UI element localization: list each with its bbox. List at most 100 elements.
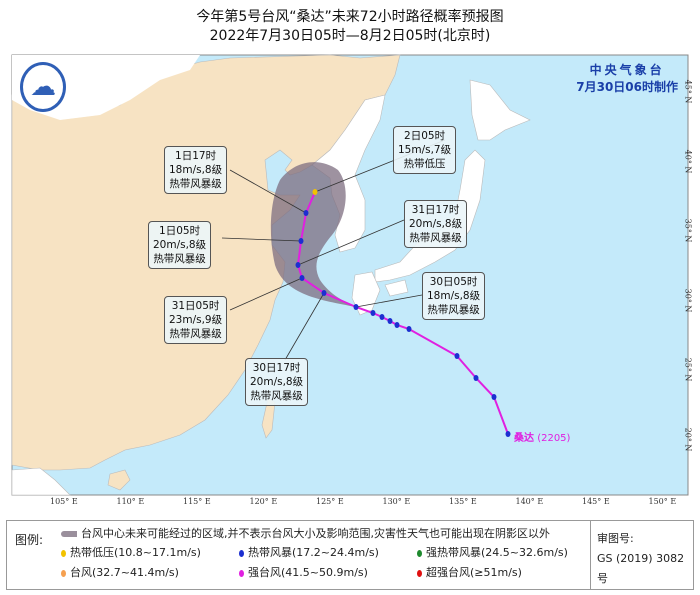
title-line1: 今年第5号台风“桑达”未来72小时路径概率预报图 xyxy=(196,9,504,25)
label-wind: 20m/s,8级 xyxy=(409,218,463,230)
legend: 图例: 台风中心未来可能经过的区域,并不表示台风大小及影响范围,灾害性天气也可能… xyxy=(6,520,694,590)
title-line2: 2022年7月30日05时—8月2日05时(北京时) xyxy=(209,28,491,44)
lat-tick-label: 45° N xyxy=(683,79,693,104)
ty-dot-icon xyxy=(61,569,66,577)
forecast-label: 30日17时 20m/s,8级 热带风暴级 xyxy=(245,358,309,406)
label-leader-line xyxy=(221,237,302,242)
track-point xyxy=(454,353,460,359)
label-wind: 15m/s,7级 xyxy=(398,144,452,156)
label-leader-line xyxy=(229,277,303,311)
label-leader-line xyxy=(229,169,307,214)
label-time: 1日05时 xyxy=(159,225,201,237)
agency-name: 中央气象台 xyxy=(589,63,665,77)
track-point xyxy=(298,238,304,244)
track-point xyxy=(321,290,327,296)
cone-swatch-icon xyxy=(61,531,77,537)
label-time: 30日17时 xyxy=(252,362,301,374)
lon-tick-label: 150° E xyxy=(648,497,677,506)
forecast-label: 1日17时 18m/s,8级 热带风暴级 xyxy=(164,146,228,194)
lon-tick-label: 125° E xyxy=(316,497,344,506)
lon-tick-label: 120° E xyxy=(249,497,278,506)
legend-item: 台风(32.7~41.4m/s) xyxy=(70,566,179,579)
lon-tick-label: 110° E xyxy=(116,497,145,506)
japan-shikoku xyxy=(384,279,409,297)
lat-tick-label: 35° N xyxy=(683,218,693,243)
legend-item: 强热带风暴(24.5~32.6m/s) xyxy=(426,546,568,559)
track-point xyxy=(387,318,393,324)
legend-cone-text: 台风中心未来可能经过的区域,并不表示台风大小及影响范围,灾害性天气也可能出现在阴… xyxy=(81,527,550,540)
japan-hokkaido xyxy=(469,79,531,141)
super-ty-dot-icon xyxy=(417,569,422,577)
label-time: 1日17时 xyxy=(175,150,217,162)
label-category: 热带风暴级 xyxy=(169,178,222,190)
cma-logo: ☁ xyxy=(20,62,66,112)
lat-tick-label: 40° N xyxy=(683,149,693,173)
lon-tick-label: 135° E xyxy=(449,497,477,506)
storm-name: 桑达 xyxy=(514,433,534,444)
label-category: 热带风暴级 xyxy=(427,304,480,316)
lat-tick-label: 20° N xyxy=(683,427,693,451)
legend-item: 强台风(41.5~50.9m/s) xyxy=(248,566,368,579)
sty-dot-icon xyxy=(239,569,244,577)
forecast-label: 30日05时 18m/s,8级 热带风暴级 xyxy=(422,272,486,320)
label-category: 热带风暴级 xyxy=(250,390,303,402)
label-wind: 20m/s,8级 xyxy=(250,376,304,388)
label-time: 31日17时 xyxy=(411,204,460,216)
label-time: 31日05时 xyxy=(171,300,220,312)
lon-tick-label: 130° E xyxy=(382,497,411,506)
sts-dot-icon xyxy=(417,549,422,557)
track-point xyxy=(505,431,511,437)
made-time: 7月30日06时制作 xyxy=(576,80,678,94)
lon-tick-label: 140° E xyxy=(515,497,544,506)
label-leader-line xyxy=(297,219,405,266)
label-time: 2日05时 xyxy=(404,130,446,142)
lon-tick-label: 115° E xyxy=(183,497,211,506)
label-leader-line xyxy=(355,294,423,308)
label-time: 30日05时 xyxy=(429,276,478,288)
agency-stamp: 中央气象台 7月30日06时制作 xyxy=(576,62,678,96)
track-point xyxy=(370,310,376,316)
label-leader-line xyxy=(284,292,325,361)
storm-code: (2205) xyxy=(537,433,571,444)
lat-tick-label: 25° N xyxy=(683,357,693,382)
lat-tick-label: 30° N xyxy=(683,288,693,312)
label-wind: 18m/s,8级 xyxy=(427,290,481,302)
track-point xyxy=(406,326,412,332)
storm-name-label: 桑达 (2205) xyxy=(514,429,570,444)
legend-item: 热带低压(10.8~17.1m/s) xyxy=(70,546,201,559)
track-point xyxy=(473,375,479,381)
label-wind: 23m/s,9级 xyxy=(169,314,223,326)
forecast-cone xyxy=(270,162,356,307)
label-category: 热带风暴级 xyxy=(169,328,222,340)
review-number-box: 审图号: GS (2019) 3082号 xyxy=(590,521,693,589)
track-point xyxy=(353,304,359,310)
review-number: GS (2019) 3082号 xyxy=(597,552,685,585)
label-category: 热带风暴级 xyxy=(153,253,206,265)
hainan-island xyxy=(107,469,131,491)
lon-tick-label: 105° E xyxy=(50,497,78,506)
typhoon-track-line xyxy=(296,191,509,435)
forecast-label: 31日17时 20m/s,8级 热带风暴级 xyxy=(404,200,468,248)
vietnam-land xyxy=(11,467,71,496)
track-point xyxy=(303,210,309,216)
review-label: 审图号: xyxy=(597,532,634,545)
td-dot-icon xyxy=(61,549,66,557)
track-point xyxy=(379,314,385,320)
track-point xyxy=(312,189,318,195)
track-point xyxy=(394,322,400,328)
label-category: 热带风暴级 xyxy=(409,232,462,244)
label-wind: 18m/s,8级 xyxy=(169,164,223,176)
track-point xyxy=(491,394,497,400)
ts-dot-icon xyxy=(239,549,244,557)
lon-tick-label: 145° E xyxy=(582,497,610,506)
label-wind: 20m/s,8级 xyxy=(153,239,207,251)
forecast-label: 1日05时 20m/s,8级 热带风暴级 xyxy=(148,221,212,269)
legend-heading: 图例: xyxy=(15,533,44,547)
track-point xyxy=(295,262,301,268)
legend-item: 热带风暴(17.2~24.4m/s) xyxy=(248,546,379,559)
label-category: 热带低压 xyxy=(403,158,446,170)
track-point xyxy=(299,275,305,281)
forecast-label: 2日05时 15m/s,7级 热带低压 xyxy=(393,126,457,174)
forecast-label: 31日05时 23m/s,9级 热带风暴级 xyxy=(164,296,228,344)
